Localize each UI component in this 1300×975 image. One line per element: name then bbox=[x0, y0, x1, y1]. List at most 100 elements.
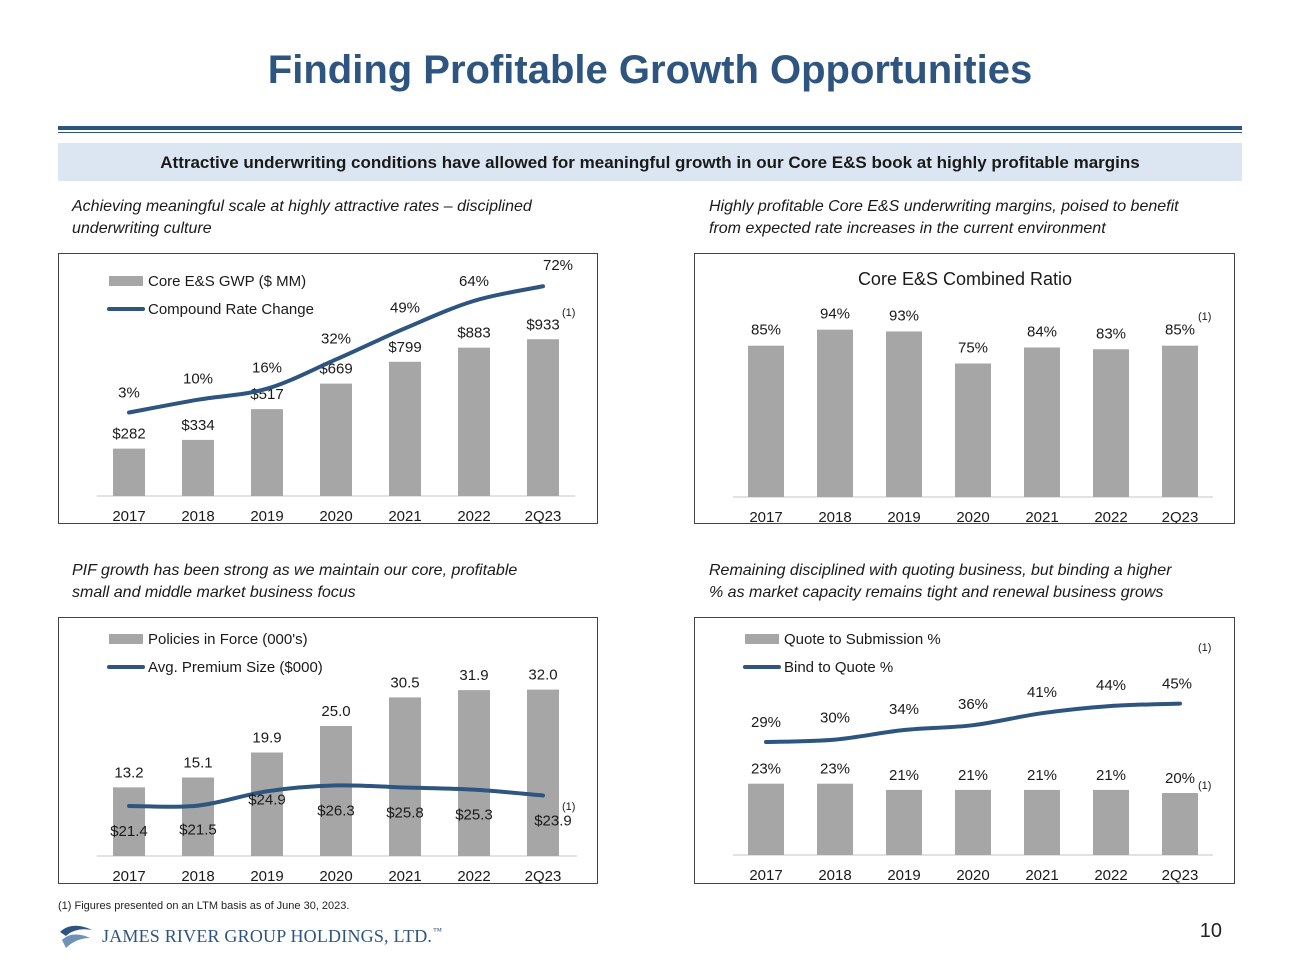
caption-line: Remaining disciplined with quoting busin… bbox=[709, 562, 1172, 579]
bar bbox=[458, 347, 490, 496]
bar-data-label: 15.1 bbox=[183, 754, 212, 771]
x-tick-label: 2018 bbox=[181, 508, 214, 523]
bar-data-label: 21% bbox=[958, 767, 988, 784]
x-tick-label: 2021 bbox=[1025, 867, 1058, 883]
line-data-label: $24.9 bbox=[248, 791, 286, 808]
legend-label: Quote to Submission % bbox=[784, 631, 941, 648]
bar bbox=[251, 409, 283, 496]
bar bbox=[458, 690, 490, 856]
bar-data-label: $933 bbox=[526, 316, 559, 333]
line-data-label: 32% bbox=[321, 330, 351, 347]
bar-data-label: $799 bbox=[388, 339, 421, 356]
line-data-label: 10% bbox=[183, 371, 213, 388]
legend-bar-swatch bbox=[109, 276, 143, 286]
caption-line: underwriting culture bbox=[72, 220, 212, 237]
bar-data-label: 23% bbox=[820, 761, 850, 778]
bar bbox=[182, 439, 214, 496]
footnote-marker: (1) bbox=[562, 801, 575, 813]
gwp-chart: 2017 2018 2019 2020 2021 2022 2Q23$282$334$517… bbox=[97, 257, 575, 523]
bar bbox=[1162, 793, 1198, 855]
bar bbox=[886, 789, 922, 855]
bar-data-label: $282 bbox=[112, 426, 145, 443]
page-number: 10 bbox=[1199, 920, 1222, 942]
bar bbox=[251, 752, 283, 856]
bar-data-label: 83% bbox=[1096, 325, 1126, 342]
bar bbox=[527, 339, 559, 496]
bar bbox=[320, 726, 352, 856]
x-tick-label: 2022 bbox=[1094, 867, 1127, 883]
company-logo: JAMES RIVER GROUP HOLDINGS, LTD. ™ bbox=[58, 920, 442, 952]
chart-panel-pif: 2017 2018 2019 2020 2021 2022 2Q23 13.2 15.1 19.9… bbox=[58, 617, 598, 884]
bar-data-label: 21% bbox=[889, 767, 919, 784]
quote-chart: 2017 2018 2019 2020 2021 2022 2Q23 23% 23% 21% 21%… bbox=[733, 631, 1213, 883]
bar-data-label: $334 bbox=[181, 417, 214, 434]
bar-data-label: 31.9 bbox=[459, 667, 488, 684]
chart-title: Core E&S Combined Ratio bbox=[858, 269, 1072, 289]
footnote-marker: (1) bbox=[1198, 311, 1211, 323]
caption-line: from expected rate increases in the curr… bbox=[709, 220, 1106, 237]
caption-line: % as market capacity remains tight and r… bbox=[709, 584, 1164, 601]
x-tick-label: 2019 bbox=[250, 868, 283, 883]
x-tick-label: 2017 bbox=[112, 508, 145, 523]
line-data-label: $25.8 bbox=[386, 805, 424, 822]
caption-line: Achieving meaningful scale at highly att… bbox=[72, 198, 532, 215]
x-tick-label: 2017 bbox=[112, 868, 145, 883]
x-tick-label: 2021 bbox=[388, 868, 421, 883]
company-name: JAMES RIVER GROUP HOLDINGS, LTD. bbox=[102, 925, 433, 946]
x-tick-label: 2020 bbox=[956, 867, 989, 883]
x-tick-label: 2Q23 bbox=[1162, 867, 1199, 883]
chart-panel-combined-ratio: 2017 2018 2019 2020 2021 2022 2Q23 85% 94% 93% 75%… bbox=[694, 253, 1235, 524]
line-data-label: $25.3 bbox=[455, 807, 493, 824]
legend-label: Core E&S GWP ($ MM) bbox=[148, 273, 306, 290]
line-data-label: $23.9 bbox=[534, 813, 572, 830]
bar-data-label: 21% bbox=[1096, 767, 1126, 784]
line-data-label: 30% bbox=[820, 710, 850, 727]
legend-label: Bind to Quote % bbox=[784, 659, 893, 676]
x-tick-label: 2018 bbox=[818, 867, 851, 883]
bar bbox=[955, 789, 991, 855]
x-tick-label: 2018 bbox=[181, 868, 214, 883]
caption-quote: Remaining disciplined with quoting busin… bbox=[709, 560, 1172, 604]
trademark: ™ bbox=[433, 926, 443, 936]
chart-panel-gwp: 2017 2018 2019 2020 2021 2022 2Q23 $282 $334 $517… bbox=[58, 253, 598, 524]
legend-label: Avg. Premium Size ($000) bbox=[148, 659, 323, 676]
line-data-label: 72% bbox=[543, 257, 573, 274]
bar-data-label: 32.0 bbox=[528, 667, 557, 684]
bar bbox=[1162, 345, 1198, 497]
bar bbox=[389, 697, 421, 856]
bar bbox=[1024, 789, 1060, 855]
line-data-label: 41% bbox=[1027, 684, 1057, 701]
series-line bbox=[764, 701, 1182, 744]
x-tick-label: 2019 bbox=[887, 867, 920, 883]
line-data-label: 44% bbox=[1096, 677, 1126, 694]
caption-pif: PIF growth has been strong as we maintai… bbox=[72, 560, 517, 604]
x-tick-label: 2022 bbox=[457, 868, 490, 883]
x-tick-label: 2Q23 bbox=[525, 508, 562, 523]
bar bbox=[1093, 349, 1129, 497]
bar-data-label: 94% bbox=[820, 306, 850, 323]
line-data-label: 16% bbox=[252, 360, 282, 377]
line-data-label: 3% bbox=[118, 385, 140, 402]
footnote: (1) Figures presented on an LTM basis as… bbox=[58, 900, 350, 912]
footnote-marker: (1) bbox=[562, 307, 575, 319]
bar bbox=[113, 448, 145, 496]
bar-data-label: 25.0 bbox=[321, 703, 350, 720]
bar bbox=[817, 329, 853, 497]
caption-line: small and middle market business focus bbox=[72, 584, 356, 601]
line-data-label: $21.5 bbox=[179, 822, 217, 839]
bar bbox=[389, 361, 421, 496]
chart-panel-quote: 2017 2018 2019 2020 2021 2022 2Q23 23% 23% 21% 21%… bbox=[694, 617, 1235, 884]
line-data-label: $21.4 bbox=[110, 823, 148, 840]
legend-bar-swatch bbox=[745, 634, 779, 644]
x-tick-label: 2021 bbox=[388, 508, 421, 523]
line-data-label: $26.3 bbox=[317, 802, 355, 819]
bar-data-label: 85% bbox=[751, 322, 781, 339]
line-data-label: 64% bbox=[459, 273, 489, 290]
caption-gwp: Achieving meaningful scale at highly att… bbox=[72, 196, 532, 240]
bar-data-label: 19.9 bbox=[252, 730, 281, 747]
bar bbox=[113, 787, 145, 856]
line-data-label: 45% bbox=[1162, 676, 1192, 693]
series-line bbox=[127, 783, 545, 809]
caption-line: PIF growth has been strong as we maintai… bbox=[72, 562, 518, 579]
legend-label: Policies in Force (000's) bbox=[148, 631, 308, 648]
